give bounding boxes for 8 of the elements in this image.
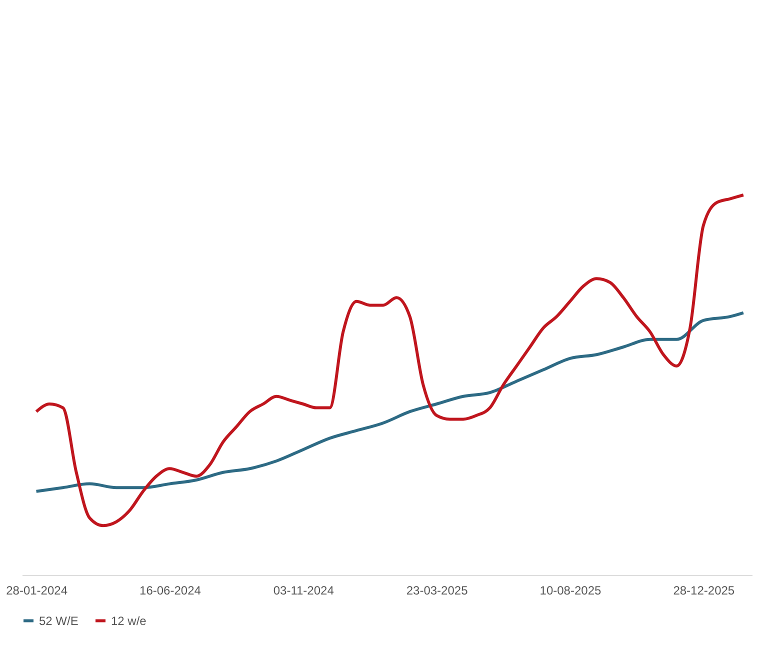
x-tick-label: 16-06-2024 [140,584,202,598]
legend-label: 52 W/E [39,614,78,628]
x-tick-label: 10-08-2025 [540,584,602,598]
x-tick-label: 28-12-2025 [673,584,735,598]
x-tick-label: 28-01-2024 [6,584,68,598]
legend-label: 12 w/e [111,614,147,628]
x-tick-label: 23-03-2025 [406,584,468,598]
x-tick-label: 03-11-2024 [273,584,334,598]
